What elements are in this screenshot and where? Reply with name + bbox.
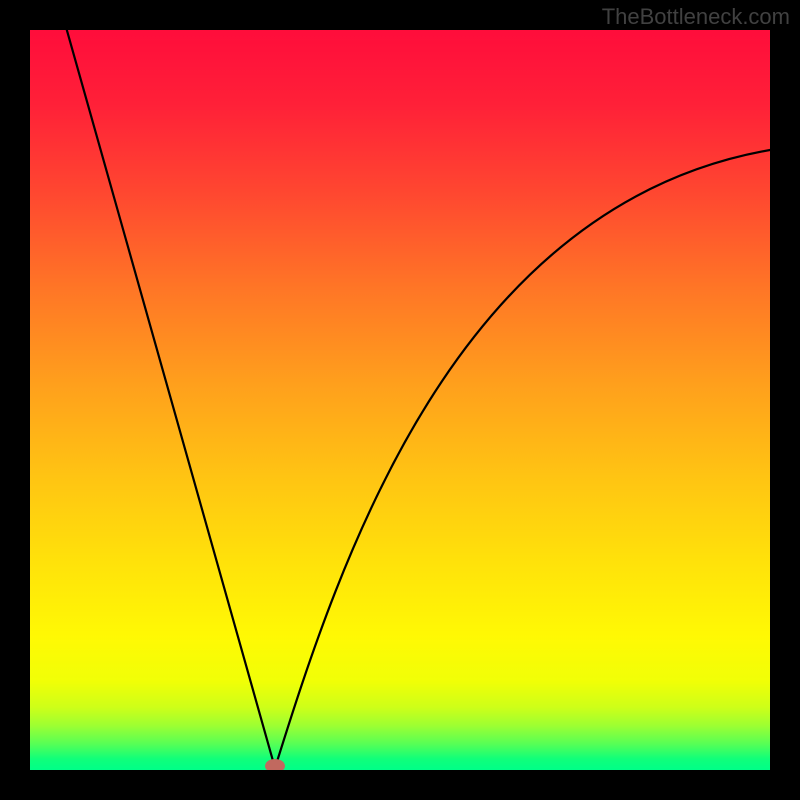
bottleneck-plot (30, 30, 770, 770)
watermark-text: TheBottleneck.com (602, 4, 790, 30)
chart-container: TheBottleneck.com (0, 0, 800, 800)
plot-background (30, 30, 770, 770)
